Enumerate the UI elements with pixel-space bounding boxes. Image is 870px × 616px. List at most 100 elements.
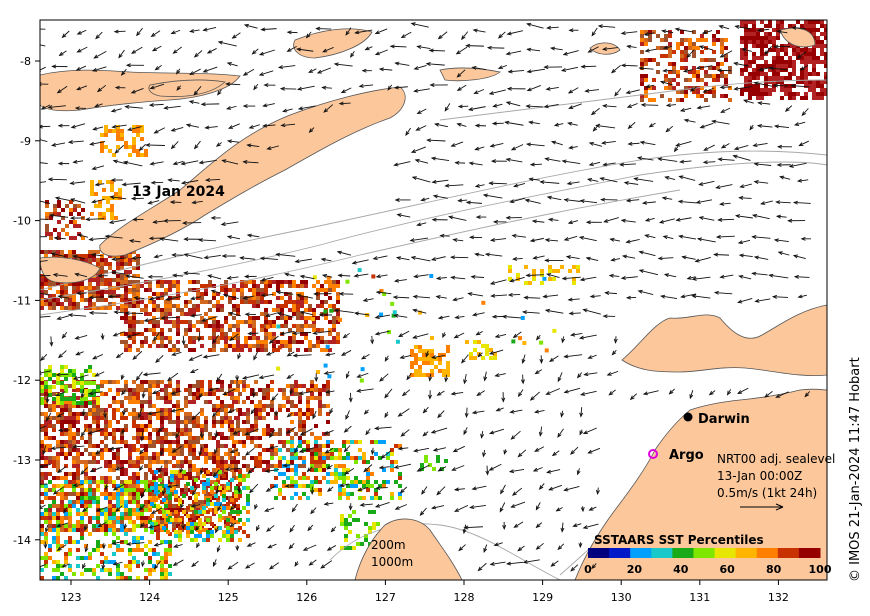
sst-pixel: [493, 356, 497, 360]
current-arrowhead: [456, 86, 462, 91]
sst-pixel: [350, 480, 354, 484]
sst-pixel: [44, 250, 48, 254]
current-arrow: [532, 220, 545, 223]
sst-pixel: [112, 560, 116, 564]
current-arrowhead: [489, 281, 496, 285]
current-arrow: [549, 218, 559, 221]
sst-pixel: [104, 428, 108, 432]
sst-pixel: [160, 556, 164, 560]
sst-pixel: [136, 384, 140, 388]
sst-pixel: [336, 296, 340, 300]
sst-pixel: [426, 357, 430, 361]
sst-pixel: [752, 36, 756, 40]
sst-pixel: [226, 506, 230, 510]
sst-pixel: [820, 60, 824, 64]
sst-pixel: [772, 28, 776, 32]
sst-pixel: [60, 496, 64, 500]
sst-pixel: [260, 328, 264, 332]
sst-pixel: [64, 290, 68, 294]
sst-pixel: [40, 568, 44, 572]
sst-pixel: [216, 396, 220, 400]
current-arrowhead: [686, 275, 692, 280]
sst-pixel: [278, 428, 282, 432]
current-arrowhead: [201, 318, 207, 322]
current-arrow: [154, 254, 163, 258]
sst-pixel: [760, 88, 764, 92]
sst-pixel: [144, 464, 148, 468]
current-arrow: [581, 65, 597, 68]
sst-pixel: [53, 208, 57, 212]
sst-pixel: [200, 316, 204, 320]
sst-pixel: [748, 72, 752, 76]
sst-pixel: [100, 145, 104, 149]
current-arrowhead: [511, 233, 517, 238]
sst-pixel: [414, 353, 418, 357]
current-arrowhead: [57, 161, 63, 166]
sst-pixel: [48, 389, 52, 393]
sst-pixel: [800, 76, 804, 80]
sst-pixel: [212, 420, 216, 424]
current-arrow: [793, 255, 806, 260]
sst-pixel: [108, 528, 112, 532]
sst-pixel: [800, 48, 804, 52]
sst-pixel: [184, 460, 188, 464]
sst-pixel: [120, 332, 124, 336]
current-arrow: [89, 312, 108, 314]
sst-pixel: [262, 396, 266, 400]
current-arrowhead: [189, 71, 195, 76]
sst-pixel: [144, 456, 148, 460]
current-arrow: [696, 65, 713, 69]
sst-pixel: [324, 340, 328, 344]
current-arrowhead: [112, 159, 118, 164]
sst-pixel: [68, 512, 72, 516]
sst-pixel: [94, 204, 98, 208]
sst-pixel: [80, 452, 84, 456]
current-arrowhead: [88, 310, 94, 315]
sst-pixel: [52, 380, 56, 384]
sst-pixel: [704, 82, 708, 86]
current-arrowhead: [374, 30, 380, 35]
sst-pixel: [104, 532, 108, 536]
current-arrow: [587, 178, 599, 182]
current-arrowhead: [644, 48, 650, 53]
sst-pixel: [254, 408, 258, 412]
sst-pixel: [744, 68, 748, 72]
current-arrow: [614, 88, 622, 97]
sst-pixel: [680, 98, 684, 102]
sst-pixel: [300, 284, 304, 288]
sst-pixel: [344, 534, 348, 538]
sst-pixel: [232, 304, 236, 308]
sst-pixel: [808, 84, 812, 88]
sst-pixel: [132, 284, 136, 288]
current-arrowhead: [114, 85, 120, 90]
sst-pixel: [68, 404, 72, 408]
sst-pixel: [776, 24, 780, 28]
sst-pixel: [258, 400, 262, 404]
sst-pixel: [780, 20, 784, 24]
sst-pixel: [282, 472, 286, 476]
sst-pixel: [278, 440, 282, 444]
sst-pixel: [296, 304, 300, 308]
sst-pixel: [300, 340, 304, 344]
sst-pixel: [176, 404, 180, 408]
current-arrowhead: [72, 159, 78, 164]
sst-pixel: [290, 404, 294, 408]
current-arrow: [789, 162, 807, 168]
sst-pixel: [164, 408, 168, 412]
sst-pixel: [52, 385, 56, 389]
current-arrow: [579, 236, 597, 242]
sst-pixel: [272, 324, 276, 328]
sst-pixel: [644, 74, 648, 78]
sst-pixel: [172, 404, 176, 408]
sst-pixel: [378, 496, 382, 500]
sst-pixel: [270, 456, 274, 460]
sst-pixel: [676, 42, 680, 46]
sst-pixel: [164, 540, 168, 544]
sst-pixel: [244, 284, 248, 288]
sst-pixel: [124, 312, 128, 316]
sst-pixel: [64, 552, 68, 556]
sst-pixel: [286, 428, 290, 432]
sst-pixel: [72, 444, 76, 448]
current-arrow: [122, 182, 141, 186]
sst-pixel: [124, 472, 128, 476]
